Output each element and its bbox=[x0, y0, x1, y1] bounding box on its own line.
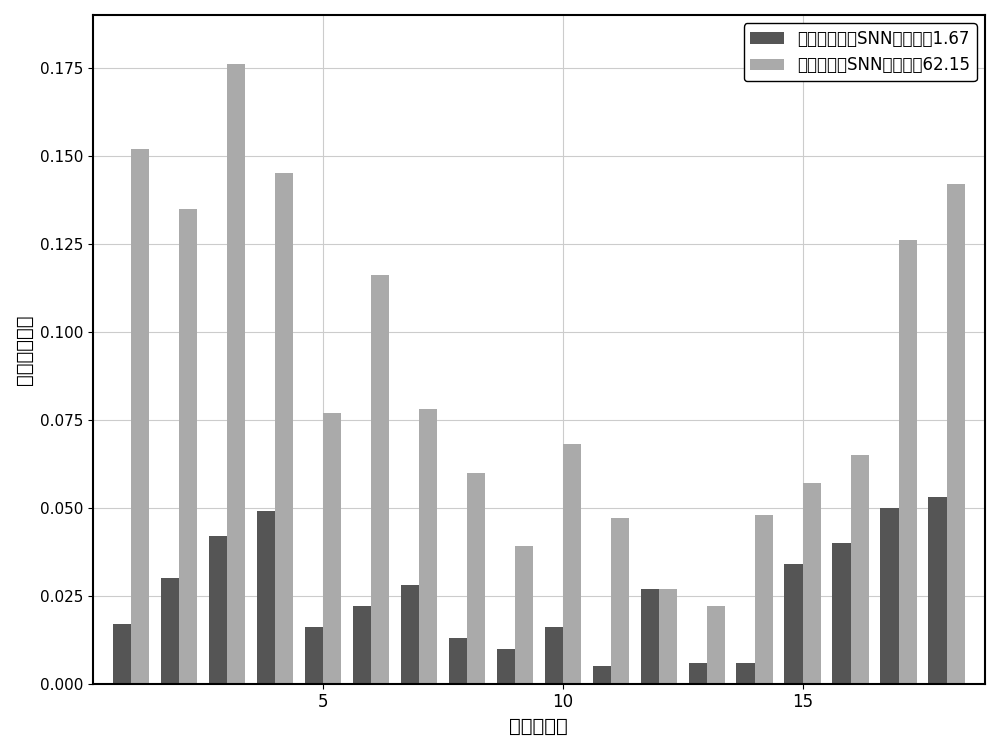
Bar bbox=[449, 638, 467, 683]
Bar bbox=[275, 173, 293, 683]
Bar bbox=[784, 564, 803, 683]
Bar bbox=[467, 472, 485, 683]
Bar bbox=[227, 65, 245, 683]
Bar bbox=[113, 624, 131, 683]
X-axis label: 网络层编号: 网络层编号 bbox=[509, 717, 568, 736]
Bar bbox=[593, 666, 611, 683]
Bar bbox=[659, 589, 677, 683]
Bar bbox=[689, 662, 707, 683]
Bar bbox=[371, 276, 389, 683]
Bar bbox=[545, 627, 563, 683]
Bar bbox=[323, 413, 341, 683]
Bar bbox=[947, 184, 965, 683]
Bar bbox=[899, 240, 917, 683]
Bar bbox=[401, 585, 419, 683]
Bar bbox=[419, 409, 437, 683]
Bar bbox=[928, 497, 947, 683]
Bar bbox=[131, 149, 149, 683]
Bar bbox=[611, 518, 629, 683]
Bar bbox=[257, 511, 275, 683]
Bar bbox=[755, 514, 773, 683]
Bar bbox=[736, 662, 755, 683]
Bar bbox=[832, 543, 851, 683]
Legend: 未经过微调的SNN，准确獴1.67, 经过微调的SNN，准确率62.15: 未经过微调的SNN，准确獴1.67, 经过微调的SNN，准确率62.15 bbox=[744, 23, 977, 81]
Bar bbox=[497, 649, 515, 683]
Bar bbox=[179, 209, 197, 683]
Bar bbox=[161, 578, 179, 683]
Y-axis label: 平均脉冲频率: 平均脉冲频率 bbox=[15, 314, 34, 385]
Bar bbox=[880, 508, 899, 683]
Bar bbox=[641, 589, 659, 683]
Bar bbox=[707, 606, 725, 683]
Bar bbox=[515, 547, 533, 683]
Bar bbox=[353, 606, 371, 683]
Bar bbox=[851, 455, 869, 683]
Bar bbox=[209, 536, 227, 683]
Bar bbox=[803, 483, 821, 683]
Bar bbox=[305, 627, 323, 683]
Bar bbox=[563, 445, 581, 683]
